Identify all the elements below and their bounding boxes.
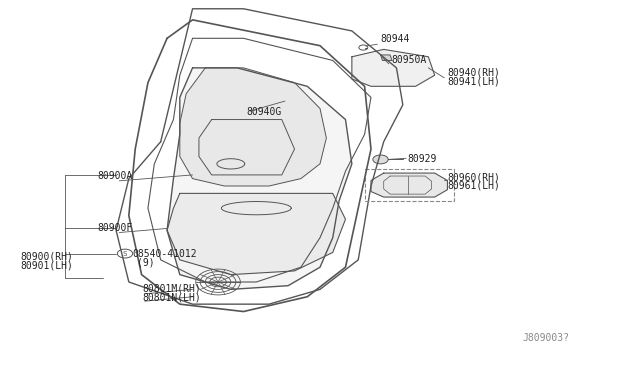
Text: 80900F: 80900F (97, 222, 132, 232)
Text: 80961(LH): 80961(LH) (447, 181, 500, 191)
Circle shape (373, 155, 388, 164)
Text: 80950A: 80950A (392, 55, 427, 65)
Text: 80940G: 80940G (246, 107, 282, 117)
Text: 80901(LH): 80901(LH) (20, 260, 74, 270)
Text: 80801M(RH): 80801M(RH) (143, 284, 202, 294)
Text: 80929: 80929 (407, 154, 436, 164)
Polygon shape (180, 68, 326, 186)
Polygon shape (167, 68, 352, 289)
Text: 80801N(LH): 80801N(LH) (143, 292, 202, 302)
Text: J809003?: J809003? (523, 333, 570, 343)
Text: 08540-41012: 08540-41012 (132, 249, 196, 259)
Polygon shape (352, 49, 435, 86)
Polygon shape (371, 173, 447, 197)
Polygon shape (381, 55, 392, 61)
Polygon shape (167, 193, 346, 275)
Text: 80944: 80944 (381, 34, 410, 44)
Text: 80900(RH): 80900(RH) (20, 251, 74, 261)
Circle shape (359, 45, 368, 50)
Text: 80960(RH): 80960(RH) (447, 172, 500, 182)
Text: 80900A: 80900A (97, 171, 132, 181)
Text: 80940(RH): 80940(RH) (447, 68, 500, 78)
Text: S: S (123, 251, 127, 257)
Text: (9): (9) (137, 257, 155, 267)
Text: 80941(LH): 80941(LH) (447, 77, 500, 87)
